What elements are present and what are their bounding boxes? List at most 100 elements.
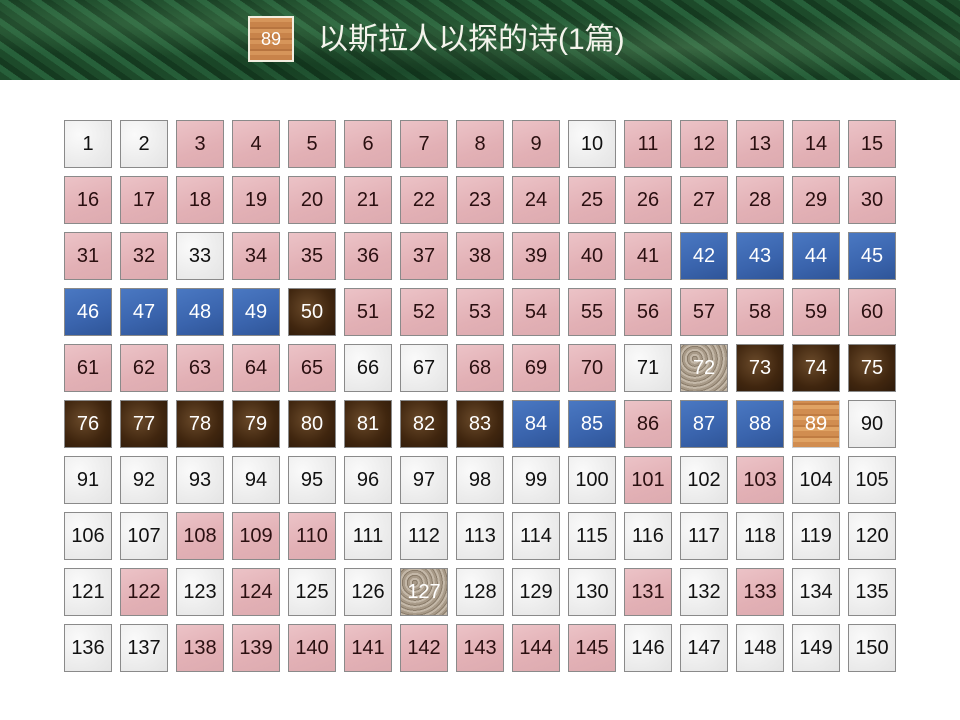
- psalm-tile-32[interactable]: 32: [120, 232, 168, 280]
- psalm-tile-16[interactable]: 16: [64, 176, 112, 224]
- psalm-tile-52[interactable]: 52: [400, 288, 448, 336]
- psalm-tile-31[interactable]: 31: [64, 232, 112, 280]
- psalm-tile-21[interactable]: 21: [344, 176, 392, 224]
- psalm-tile-18[interactable]: 18: [176, 176, 224, 224]
- psalm-tile-38[interactable]: 38: [456, 232, 504, 280]
- psalm-tile-125[interactable]: 125: [288, 568, 336, 616]
- psalm-tile-24[interactable]: 24: [512, 176, 560, 224]
- psalm-tile-110[interactable]: 110: [288, 512, 336, 560]
- psalm-tile-71[interactable]: 71: [624, 344, 672, 392]
- psalm-tile-57[interactable]: 57: [680, 288, 728, 336]
- psalm-tile-79[interactable]: 79: [232, 400, 280, 448]
- psalm-tile-130[interactable]: 130: [568, 568, 616, 616]
- psalm-tile-97[interactable]: 97: [400, 456, 448, 504]
- psalm-tile-111[interactable]: 111: [344, 512, 392, 560]
- psalm-tile-115[interactable]: 115: [568, 512, 616, 560]
- psalm-tile-10[interactable]: 10: [568, 120, 616, 168]
- psalm-tile-84[interactable]: 84: [512, 400, 560, 448]
- psalm-tile-33[interactable]: 33: [176, 232, 224, 280]
- psalm-tile-11[interactable]: 11: [624, 120, 672, 168]
- psalm-tile-9[interactable]: 9: [512, 120, 560, 168]
- psalm-tile-46[interactable]: 46: [64, 288, 112, 336]
- psalm-tile-44[interactable]: 44: [792, 232, 840, 280]
- psalm-tile-149[interactable]: 149: [792, 624, 840, 672]
- psalm-tile-113[interactable]: 113: [456, 512, 504, 560]
- psalm-tile-30[interactable]: 30: [848, 176, 896, 224]
- psalm-tile-59[interactable]: 59: [792, 288, 840, 336]
- psalm-tile-104[interactable]: 104: [792, 456, 840, 504]
- psalm-tile-145[interactable]: 145: [568, 624, 616, 672]
- psalm-tile-70[interactable]: 70: [568, 344, 616, 392]
- psalm-tile-73[interactable]: 73: [736, 344, 784, 392]
- psalm-tile-112[interactable]: 112: [400, 512, 448, 560]
- psalm-tile-136[interactable]: 136: [64, 624, 112, 672]
- psalm-tile-72[interactable]: 72: [680, 344, 728, 392]
- psalm-tile-4[interactable]: 4: [232, 120, 280, 168]
- psalm-tile-105[interactable]: 105: [848, 456, 896, 504]
- psalm-tile-15[interactable]: 15: [848, 120, 896, 168]
- psalm-tile-81[interactable]: 81: [344, 400, 392, 448]
- psalm-tile-129[interactable]: 129: [512, 568, 560, 616]
- psalm-tile-74[interactable]: 74: [792, 344, 840, 392]
- psalm-tile-134[interactable]: 134: [792, 568, 840, 616]
- psalm-tile-124[interactable]: 124: [232, 568, 280, 616]
- psalm-tile-35[interactable]: 35: [288, 232, 336, 280]
- psalm-tile-49[interactable]: 49: [232, 288, 280, 336]
- psalm-tile-47[interactable]: 47: [120, 288, 168, 336]
- psalm-tile-2[interactable]: 2: [120, 120, 168, 168]
- psalm-tile-123[interactable]: 123: [176, 568, 224, 616]
- psalm-tile-148[interactable]: 148: [736, 624, 784, 672]
- psalm-tile-29[interactable]: 29: [792, 176, 840, 224]
- psalm-tile-7[interactable]: 7: [400, 120, 448, 168]
- psalm-tile-42[interactable]: 42: [680, 232, 728, 280]
- psalm-tile-80[interactable]: 80: [288, 400, 336, 448]
- psalm-tile-85[interactable]: 85: [568, 400, 616, 448]
- psalm-tile-139[interactable]: 139: [232, 624, 280, 672]
- psalm-tile-87[interactable]: 87: [680, 400, 728, 448]
- psalm-tile-142[interactable]: 142: [400, 624, 448, 672]
- psalm-tile-27[interactable]: 27: [680, 176, 728, 224]
- psalm-tile-76[interactable]: 76: [64, 400, 112, 448]
- psalm-tile-119[interactable]: 119: [792, 512, 840, 560]
- psalm-tile-118[interactable]: 118: [736, 512, 784, 560]
- psalm-tile-19[interactable]: 19: [232, 176, 280, 224]
- psalm-tile-34[interactable]: 34: [232, 232, 280, 280]
- psalm-tile-107[interactable]: 107: [120, 512, 168, 560]
- psalm-tile-92[interactable]: 92: [120, 456, 168, 504]
- psalm-tile-8[interactable]: 8: [456, 120, 504, 168]
- psalm-tile-43[interactable]: 43: [736, 232, 784, 280]
- psalm-tile-122[interactable]: 122: [120, 568, 168, 616]
- psalm-tile-101[interactable]: 101: [624, 456, 672, 504]
- psalm-tile-63[interactable]: 63: [176, 344, 224, 392]
- psalm-tile-75[interactable]: 75: [848, 344, 896, 392]
- psalm-tile-40[interactable]: 40: [568, 232, 616, 280]
- psalm-tile-114[interactable]: 114: [512, 512, 560, 560]
- psalm-tile-100[interactable]: 100: [568, 456, 616, 504]
- psalm-tile-140[interactable]: 140: [288, 624, 336, 672]
- psalm-tile-132[interactable]: 132: [680, 568, 728, 616]
- psalm-tile-135[interactable]: 135: [848, 568, 896, 616]
- psalm-tile-67[interactable]: 67: [400, 344, 448, 392]
- psalm-tile-54[interactable]: 54: [512, 288, 560, 336]
- psalm-tile-53[interactable]: 53: [456, 288, 504, 336]
- psalm-tile-93[interactable]: 93: [176, 456, 224, 504]
- psalm-tile-88[interactable]: 88: [736, 400, 784, 448]
- psalm-tile-65[interactable]: 65: [288, 344, 336, 392]
- psalm-tile-128[interactable]: 128: [456, 568, 504, 616]
- psalm-tile-28[interactable]: 28: [736, 176, 784, 224]
- psalm-tile-141[interactable]: 141: [344, 624, 392, 672]
- psalm-tile-83[interactable]: 83: [456, 400, 504, 448]
- psalm-tile-150[interactable]: 150: [848, 624, 896, 672]
- psalm-tile-1[interactable]: 1: [64, 120, 112, 168]
- psalm-tile-20[interactable]: 20: [288, 176, 336, 224]
- psalm-tile-69[interactable]: 69: [512, 344, 560, 392]
- psalm-tile-98[interactable]: 98: [456, 456, 504, 504]
- psalm-tile-6[interactable]: 6: [344, 120, 392, 168]
- psalm-tile-48[interactable]: 48: [176, 288, 224, 336]
- psalm-tile-126[interactable]: 126: [344, 568, 392, 616]
- psalm-tile-133[interactable]: 133: [736, 568, 784, 616]
- psalm-tile-36[interactable]: 36: [344, 232, 392, 280]
- psalm-tile-58[interactable]: 58: [736, 288, 784, 336]
- psalm-tile-17[interactable]: 17: [120, 176, 168, 224]
- psalm-tile-103[interactable]: 103: [736, 456, 784, 504]
